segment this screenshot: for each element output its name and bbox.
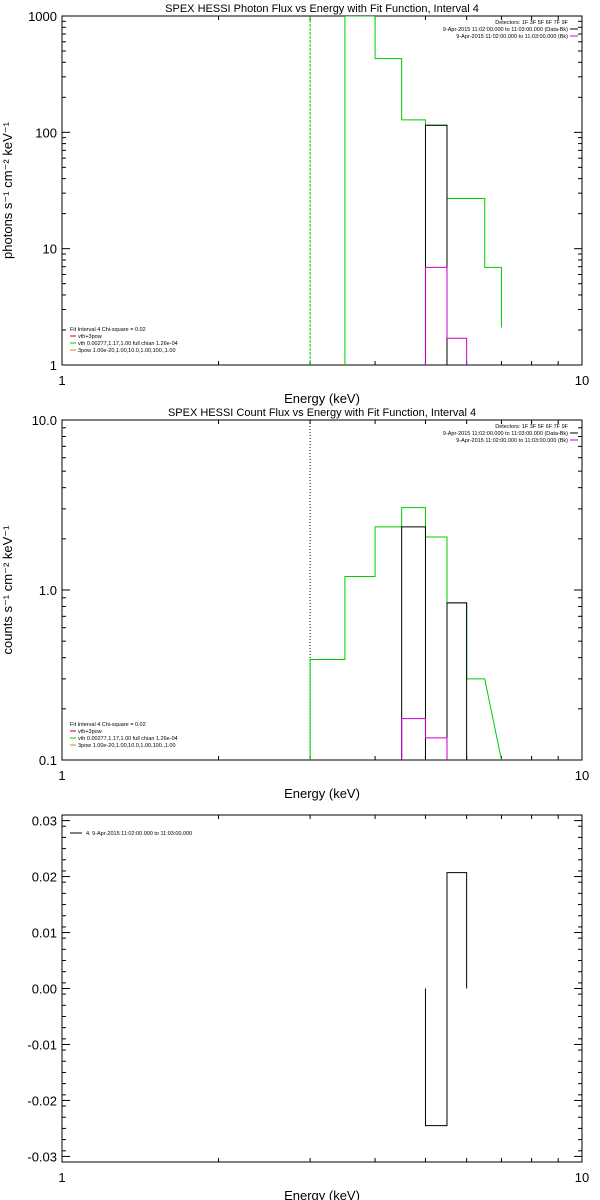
legend-left-text: vth+3pow [78,729,102,735]
legend-right-text: 9-Apr-2015 11:02:00.000 to 11:03:00.000 … [443,431,568,437]
series-step-1 [401,526,426,760]
legend-left-text: 3pow 1.00e-20,1.00,10.0,1.00,100.,1.00 [78,348,176,354]
y-tick-label: 10 [43,242,57,257]
x-axis-label: Energy (keV) [284,1188,360,1200]
y-axis-label: counts s⁻¹ cm⁻² keV⁻¹ [0,525,15,655]
x-tick-label: 1 [58,373,65,388]
legend-right-text: Detectors: 1F 3F 5F 6F 7F 9F [495,20,568,26]
y-tick-label: 0.03 [32,814,57,829]
legend-right-text: 9-Apr-2015 11:02:00.000 to 11:03:00.000 … [456,438,568,444]
legend-left-text: Fit Interval 4 Chi-square = 0.02 [70,722,146,728]
legend-right-text: 9-Apr-2015 11:02:00.000 to 11:03:00.000 … [443,27,568,33]
x-tick-label: 10 [575,1170,589,1185]
plot-frame [61,15,583,366]
y-tick-label: 1.0 [39,583,57,598]
series-step-1 [424,124,448,365]
y-tick-label: 0.00 [32,982,57,997]
legend-right-text: 9-Apr-2015 11:02:00.000 to 11:03:00.000 … [456,34,568,40]
x-tick-label: 10 [575,768,589,783]
y-tick-label: 1 [50,358,57,373]
x-axis-label: Energy (keV) [284,391,360,406]
legend-right-text: Detectors: 1F 3F 5F 6F 7F 9F [495,424,568,430]
y-tick-label: 10.0 [32,413,57,428]
legend-left-text: vth 0.00277,1.17,1.00 full chian 1.26e-0… [78,736,178,742]
legend-left-text: Fit Interval 4 Chi-square = 0.02 [70,327,146,333]
y-tick-label: -0.02 [27,1093,57,1108]
x-tick-label: 1 [58,1170,65,1185]
chart-title: SPEX HESSI Photon Flux vs Energy with Fi… [165,3,479,15]
series-step-0 [344,16,502,365]
series-step-3 [401,718,448,760]
y-tick-label: 0.02 [32,870,57,885]
x-axis-label: Energy (keV) [284,786,360,801]
legend-left-text: vth 0.00277,1.17,1.00 full chian 1.26e-0… [78,341,178,347]
legend-left-text: vth+3pow [78,334,102,340]
residual-bar [424,988,448,1127]
y-axis-label: photons s⁻¹ cm⁻² keV⁻¹ [0,121,15,259]
y-tick-label: 1000 [28,9,57,24]
series-step-2 [446,602,468,760]
legend-left-text: 3pow 1.00e-20,1.00,10.0,1.00,100.,1.00 [78,743,176,749]
x-tick-label: 1 [58,768,65,783]
chart-title: SPEX HESSI Count Flux vs Energy with Fit… [168,407,476,419]
residual-bar [446,872,468,989]
x-tick-label: 10 [575,373,589,388]
y-tick-label: -0.01 [27,1037,57,1052]
legend-left-text: 4. 9-Apr-2015 11:02:00.000 to 11:03:00.0… [86,831,192,837]
series-step-2 [424,266,468,365]
y-tick-label: -0.03 [27,1149,57,1164]
y-tick-label: 0.01 [32,926,57,941]
y-tick-label: 0.1 [39,753,57,768]
y-tick-label: 100 [35,125,57,140]
